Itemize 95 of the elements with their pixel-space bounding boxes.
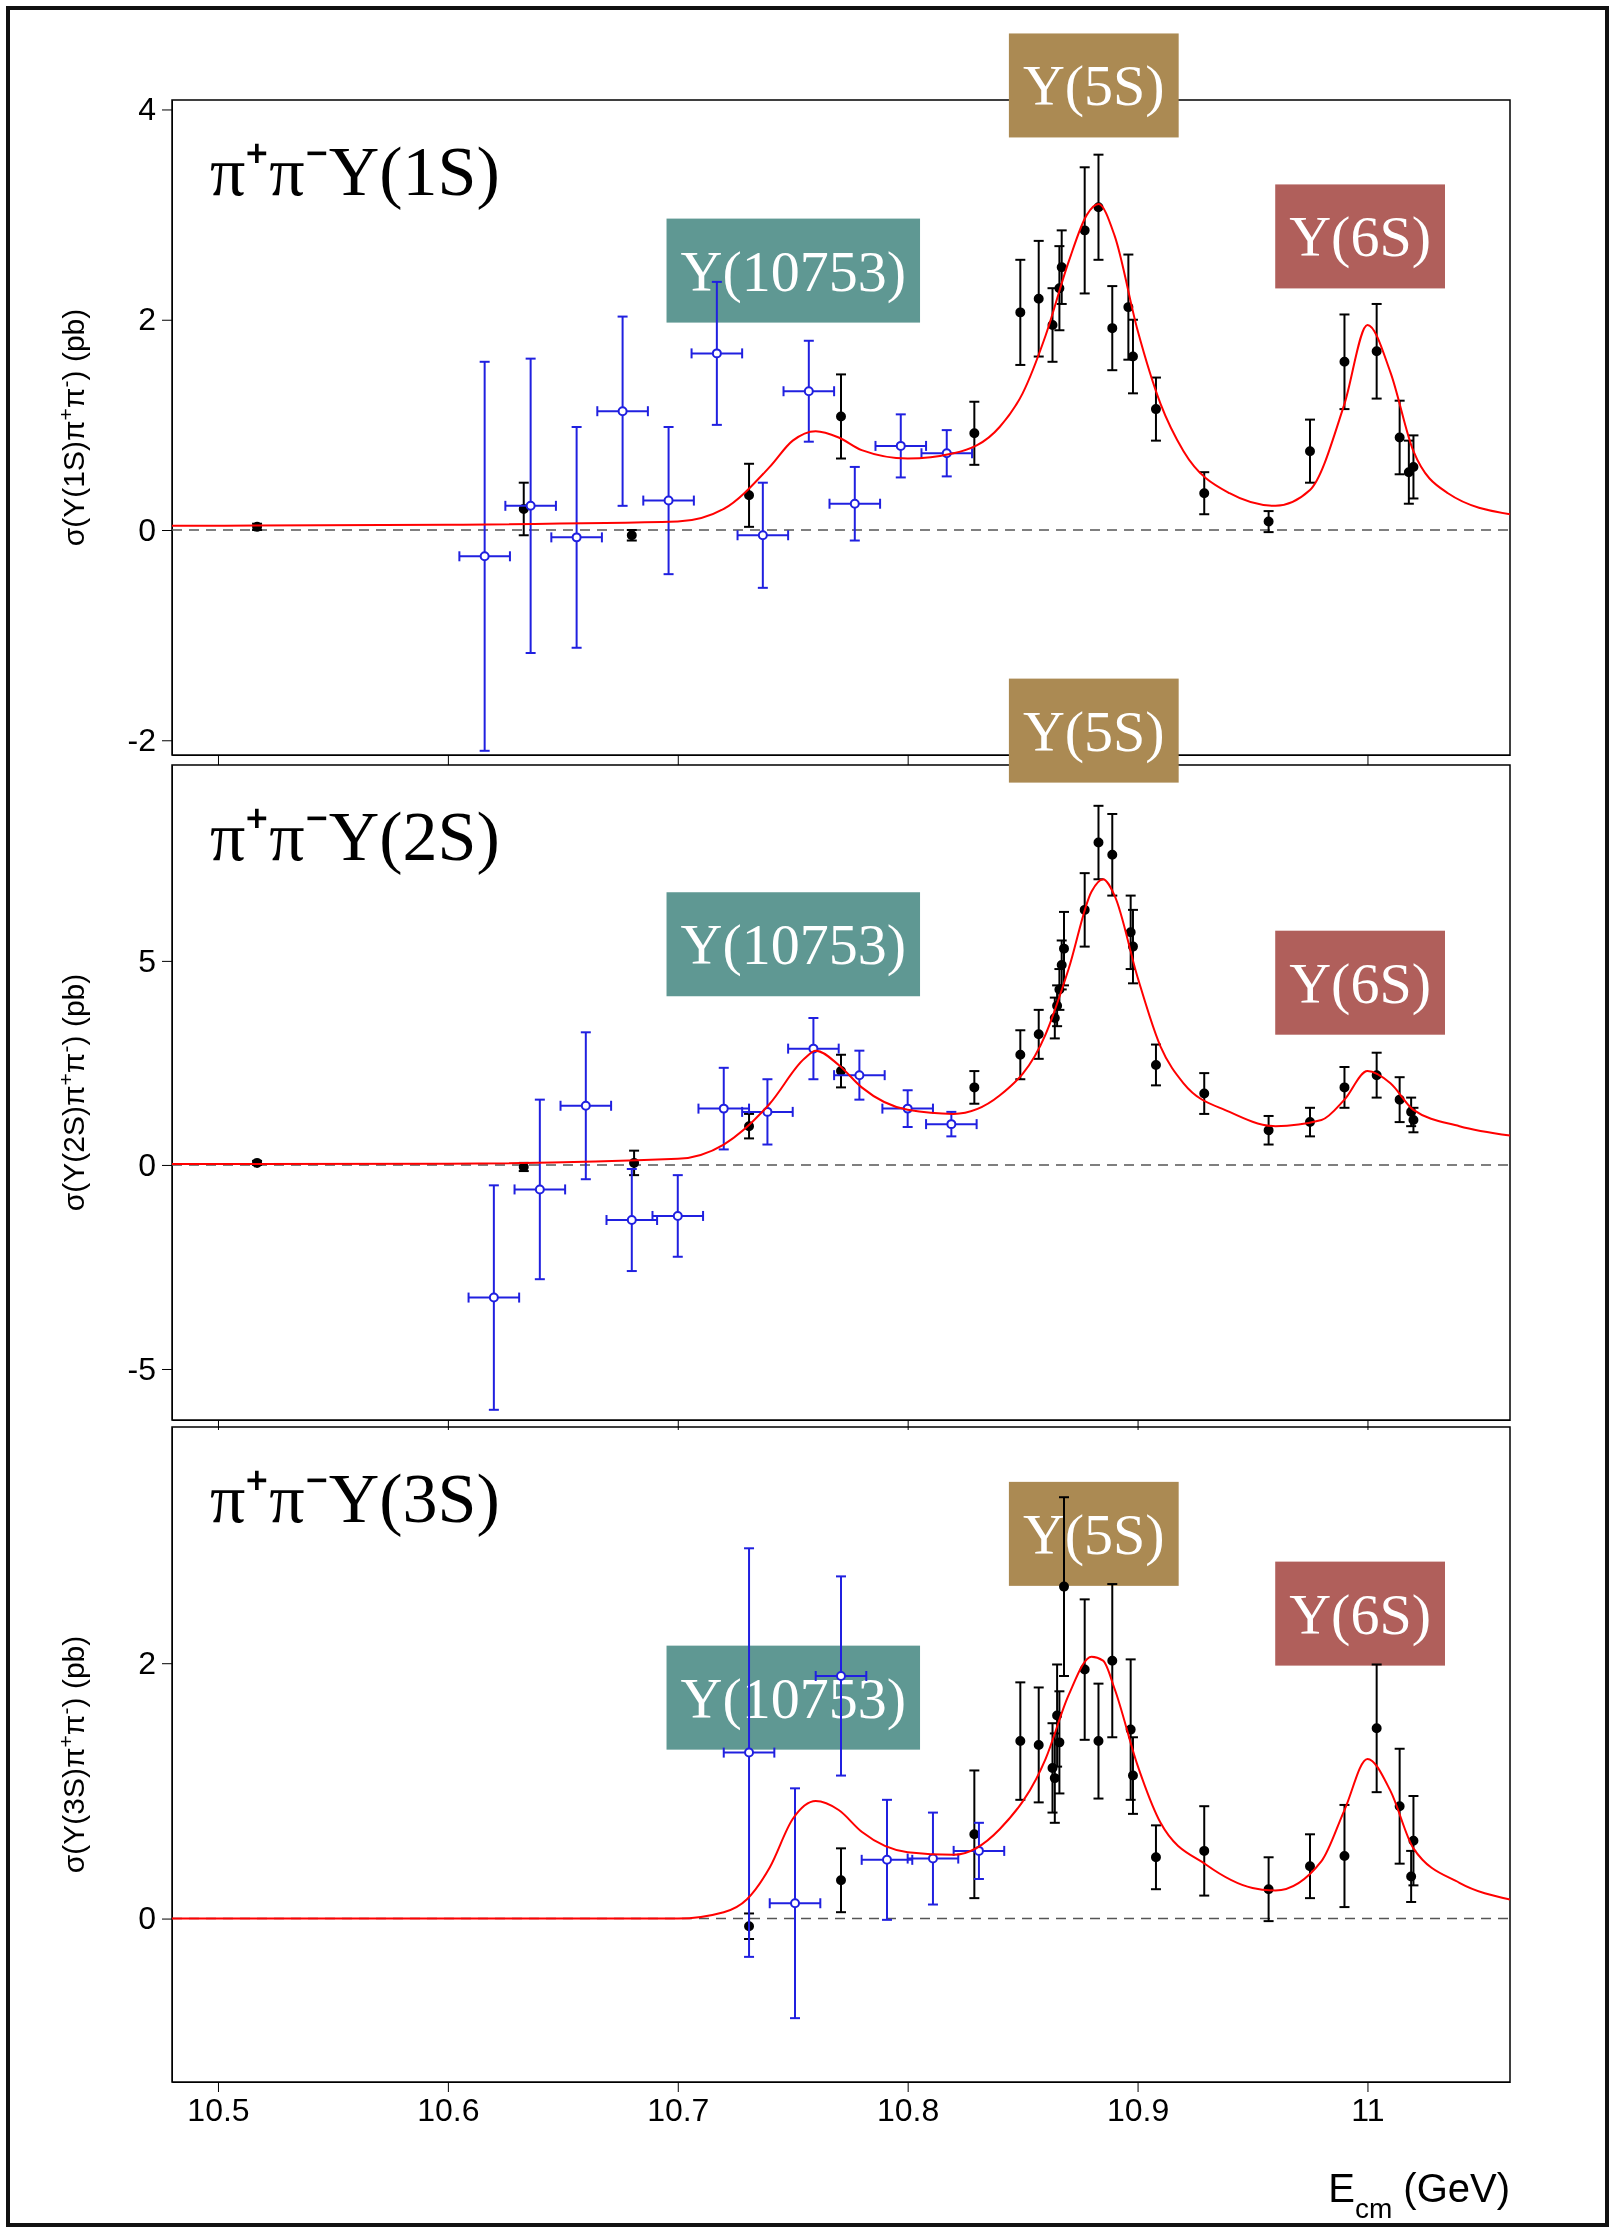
point [854,1070,865,1081]
y-tick-label: -5 [127,1350,156,1387]
point [1339,1082,1350,1093]
x-tick-label: 10.7 [647,2091,710,2128]
point [1015,1736,1026,1747]
annotation: Υ(6S) [1289,204,1431,270]
point [1127,1770,1138,1781]
x-tick-label: 11 [1351,2091,1385,2128]
annotation: Υ(6S) [1289,950,1431,1016]
point [580,1100,591,1111]
annotation: Υ(6S) [1289,1581,1431,1647]
point [1107,849,1118,860]
point [803,386,814,397]
point [1371,346,1382,357]
point [1015,1049,1026,1060]
point [1150,1059,1161,1070]
line-series [171,1655,1511,1920]
line-series [171,878,1511,1166]
point [1093,837,1104,848]
point [849,498,860,509]
x-tick-label: 10.9 [1106,2091,1170,2128]
point [1406,1871,1417,1882]
point [836,1875,846,1886]
point [1408,461,1419,472]
x-axis-title: E$_{cm}$ (GeV) [1328,2166,1510,2224]
point [881,1854,892,1865]
annotation: Υ(5S) [1022,53,1165,119]
point [927,1853,938,1864]
y-tick-label: 0 [138,511,156,548]
point [969,428,980,439]
point [790,1898,801,1909]
point [836,411,846,422]
point [1408,1115,1419,1126]
point [1033,293,1044,304]
y-tick-label: 2 [138,1644,156,1681]
point [1093,1736,1104,1747]
annotation: Υ(10753) [680,912,907,978]
point [1049,1773,1060,1784]
point [1015,307,1026,318]
x-tick-label: 10.8 [877,2091,940,2128]
point [744,490,755,501]
point [488,1292,499,1303]
point [1339,356,1350,367]
point [1125,927,1136,938]
x-tick-label: 10.5 [187,2091,250,2128]
point [946,1119,957,1130]
point [1079,225,1090,236]
point [1033,1739,1044,1750]
text: π⁺π⁻Υ(3S) [210,1460,500,1537]
text: π⁺π⁻Υ(2S) [210,798,500,875]
y-tick-label: 5 [138,942,156,979]
y-tick-label: -2 [127,722,156,759]
point [534,1184,545,1195]
point [1339,1851,1350,1861]
point [1371,1723,1382,1734]
point [718,1103,729,1114]
point [1199,1088,1210,1099]
point [1150,1852,1161,1863]
point [895,440,906,451]
point [663,495,674,506]
point [617,406,628,417]
annotation: Υ(10753) [680,238,907,304]
point [744,1747,755,1758]
point [757,530,768,541]
point [1263,516,1274,527]
point [672,1210,683,1221]
point [1305,446,1315,457]
x-tick-label: 10.6 [417,2091,480,2128]
point [1047,1762,1058,1773]
point [1054,1737,1065,1748]
y-tick-label: 0 [138,1146,156,1183]
point [1033,1029,1044,1040]
y-tick-label: 2 [138,301,156,338]
y-tick-label: 0 [138,1900,156,1937]
point [1056,262,1067,273]
point [1107,323,1118,334]
text: π⁺π⁻Υ(1S) [210,133,500,210]
point [1107,1655,1118,1666]
point [1394,432,1405,443]
point [1150,404,1161,415]
y-tick-label: 4 [138,91,156,128]
annotation: Υ(5S) [1022,698,1165,764]
point [1059,1581,1069,1592]
point [1263,1125,1274,1136]
point [969,1082,980,1093]
point [1199,1845,1210,1856]
point [479,551,490,562]
point [571,532,582,543]
point [525,500,536,511]
point [1059,943,1069,954]
point [1056,959,1067,970]
point [626,1215,637,1226]
point [1305,1861,1315,1872]
point [1199,488,1210,499]
point [711,348,722,359]
